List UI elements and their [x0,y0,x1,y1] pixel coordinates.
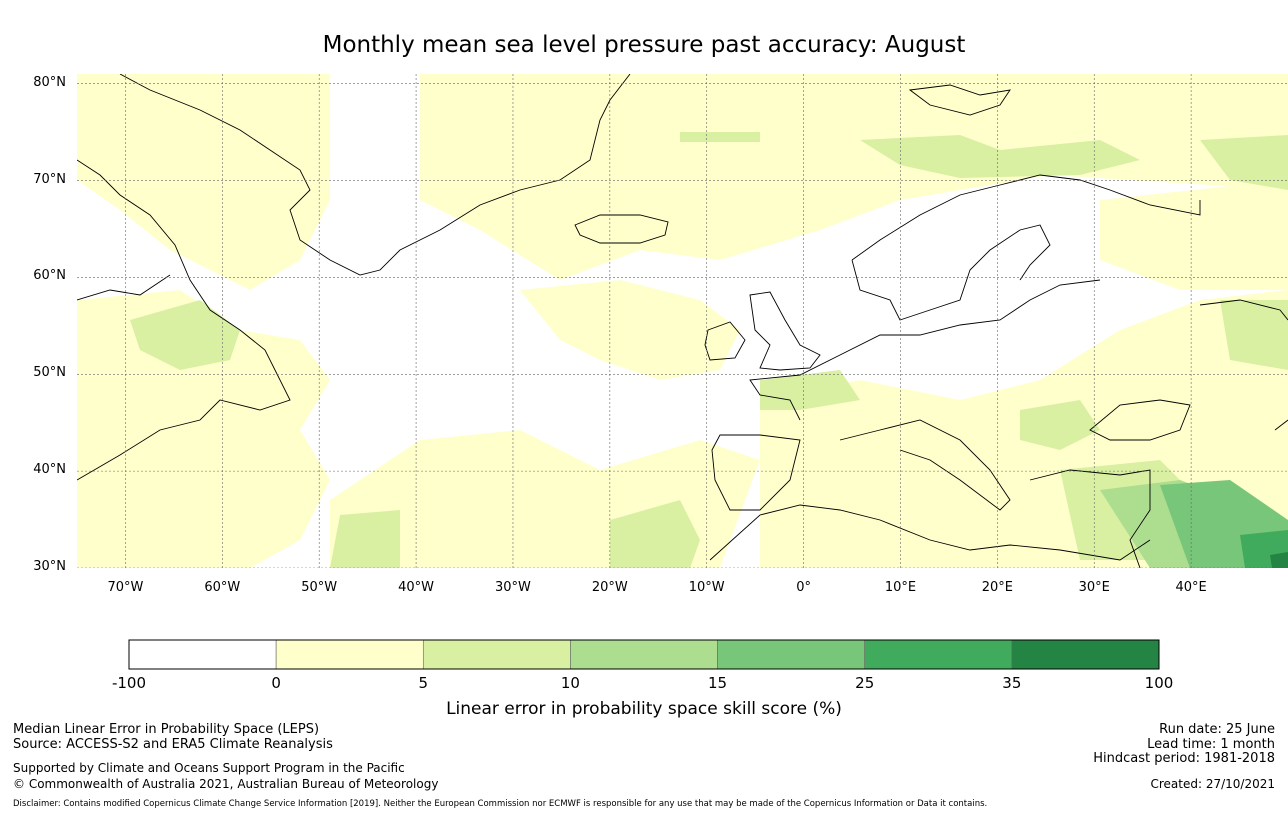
longitude-label: 0° [796,580,811,595]
colorbar-segment [570,639,718,670]
latitude-label: 40°N [33,462,66,478]
colorbar-title: Linear error in probability space skill … [446,699,842,719]
longitude-label: 10°E [884,580,917,595]
longitude-label: 20°E [981,580,1013,595]
graticule [77,74,1288,568]
footer-created: Created: 27/10/2021 [1150,777,1275,791]
colorbar-tick-label: 0 [271,674,281,692]
colorbar-tick-label: 5 [418,674,429,692]
footer-source: Source: ACCESS-S2 and ERA5 Climate Reana… [13,737,333,752]
latitude-label: 50°N [33,365,66,381]
latitude-label: 80°N [33,74,66,90]
longitude-label: 20°W [591,580,628,595]
longitude-label: 40°W [398,580,435,595]
disclaimer: Disclaimer: Contains modified Copernicus… [13,799,988,809]
colorbar-segment [275,639,424,670]
colorbar-segment [717,639,866,670]
latitude-label: 70°N [33,171,66,187]
map-title: Monthly mean sea level pressure past acc… [322,32,966,58]
longitude-label: 50°W [301,580,338,595]
footer-lead-time: Lead time: 1 month [1147,737,1275,752]
skill-shading [77,74,1288,568]
colorbar-segment [1011,639,1160,670]
colorbar-tick-label: 10 [560,674,580,692]
colorbar-tick-label: -100 [111,674,147,692]
colorbar-border [128,639,1160,670]
skill-score-map [77,74,1288,568]
coastlines [77,74,1288,568]
longitude-label: 30°E [1078,580,1110,595]
longitude-label: 70°W [107,580,144,595]
footer-run-date: Run date: 25 June [1159,722,1275,737]
longitude-label: 60°W [204,580,241,595]
colorbar [128,639,1160,670]
footer-hindcast: Hindcast period: 1981-2018 [1093,751,1275,766]
colorbar-tick-label: 15 [708,674,728,692]
latitude-label: 30°N [33,559,66,574]
footer-copyright: © Commonwealth of Australia 2021, Austra… [13,777,439,791]
colorbar-tick-label: 35 [1002,674,1022,692]
longitude-label: 40°E [1175,580,1207,595]
colorbar-segment [864,639,1013,670]
footer-support: Supported by Climate and Oceans Support … [13,761,405,775]
colorbar-tick-label: 25 [855,674,875,692]
colorbar-segment [422,639,571,670]
longitude-label: 30°W [495,580,531,595]
latitude-label: 60°N [33,268,66,284]
longitude-label: 10°W [688,580,725,595]
colorbar-tick-label: 100 [1144,674,1174,692]
footer-method: Median Linear Error in Probability Space… [13,722,320,737]
colorbar-segment [128,639,277,670]
